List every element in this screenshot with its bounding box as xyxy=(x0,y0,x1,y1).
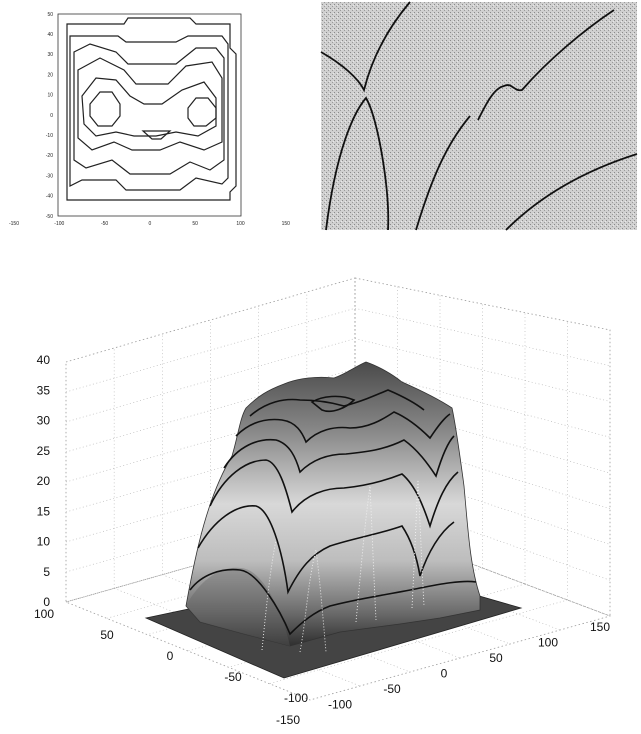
z-tick-label: 15 xyxy=(37,504,51,518)
contour-x-tick-label: 50 xyxy=(192,221,198,227)
back-right-wall xyxy=(354,277,611,617)
z-tick-label: 25 xyxy=(37,444,51,458)
surface-contour-2 xyxy=(197,505,455,595)
contour-x-tick-label: 0 xyxy=(149,221,152,227)
texture-contour-line-1 xyxy=(320,1,411,93)
surface-contour-3 xyxy=(209,459,459,529)
x-tick-label: -100 xyxy=(328,698,352,712)
z-tick-label: 20 xyxy=(37,474,51,488)
texture-background xyxy=(321,2,637,230)
contour-lines xyxy=(66,17,237,201)
contour-x-axis: -150 -100 -50 0 50 100 150 xyxy=(9,221,290,227)
contour-y-tick-label: 50 xyxy=(47,12,53,18)
contour-line-outer xyxy=(66,17,237,201)
ridge-line-2 xyxy=(355,485,377,623)
x-tick-label: -50 xyxy=(383,682,401,696)
contour-y-tick-label: -50 xyxy=(46,214,53,220)
texture-contour-line-3 xyxy=(415,115,471,231)
x-tick-label: 100 xyxy=(538,636,558,650)
contour-y-tick-label: 20 xyxy=(47,72,53,78)
grid-line-right-wall xyxy=(354,398,611,474)
back-left-wall xyxy=(65,277,356,603)
contour-y-tick-label: -30 xyxy=(46,173,53,179)
x-tick-label: -150 xyxy=(276,713,300,727)
grid-line-right-wall xyxy=(354,307,611,367)
contour-line-3 xyxy=(73,43,225,175)
surface-contour-5 xyxy=(235,411,451,444)
surface-body xyxy=(185,361,481,647)
contour-y-tick-label: -40 xyxy=(46,194,53,200)
ridge-line-4 xyxy=(261,539,277,651)
grid-line-floor-b xyxy=(269,599,568,684)
contour-line-inner-left xyxy=(89,91,121,127)
contour-line-inner-right xyxy=(187,97,217,127)
contour-x-tick-label: -50 xyxy=(101,221,108,227)
x-tick-label: 50 xyxy=(489,651,503,665)
y-axis: 100 50 0 -50 -100 xyxy=(34,607,308,705)
y-tick-label: 100 xyxy=(34,607,54,621)
texture-contour-line-5 xyxy=(505,153,638,231)
contour-y-tick-label: -10 xyxy=(46,133,53,139)
contour-x-tick-label: 100 xyxy=(236,221,245,227)
x-tick-label: 0 xyxy=(441,667,448,681)
z-tick-label: 0 xyxy=(43,595,50,609)
contour-x-tick-label: -100 xyxy=(54,221,64,227)
z-tick-label: 10 xyxy=(37,535,51,549)
surface-contour-4 xyxy=(223,435,455,478)
x-axis: -150 -100 -50 0 50 100 150 xyxy=(276,620,610,727)
contour-y-tick-label: 30 xyxy=(47,52,53,58)
contour-axes-box xyxy=(57,13,242,217)
z-tick-label: 35 xyxy=(37,383,51,397)
contour-x-tick-label: 150 xyxy=(282,221,291,227)
surface-dotted-ridges xyxy=(261,479,425,653)
x-tick-label: 150 xyxy=(590,620,610,634)
z-axis: 0 5 10 15 20 25 30 35 40 xyxy=(37,353,51,609)
contour-y-tick-label: 10 xyxy=(47,93,53,99)
z-tick-label: 5 xyxy=(43,565,50,579)
texture-contour-plot xyxy=(320,1,638,231)
contour-line-2 xyxy=(69,35,229,191)
y-tick-label: -100 xyxy=(284,691,308,705)
texture-contour-line-4 xyxy=(477,9,615,121)
contour-line-inner-center xyxy=(141,130,172,140)
surface-contour-6 xyxy=(249,389,425,417)
contour-y-tick-label: -20 xyxy=(46,153,53,159)
grid-line-floor-a xyxy=(258,547,511,645)
surface-contour-lines xyxy=(189,389,477,636)
surface-contour-1 xyxy=(189,568,477,636)
y-tick-label: 50 xyxy=(100,628,114,642)
surface-contour-peak xyxy=(310,395,356,413)
texture-contour-lines xyxy=(320,1,638,231)
contour-y-axis: 50 40 30 20 10 0 -10 -20 -30 -40 -50 xyxy=(46,12,53,220)
y-tick-label: -50 xyxy=(224,670,242,684)
contour-y-tick-label: 0 xyxy=(50,113,53,119)
contour-x-tick-label: -150 xyxy=(9,221,19,227)
z-tick-label: 40 xyxy=(37,353,51,367)
z-tick-label: 30 xyxy=(37,414,51,428)
y-tick-label: 0 xyxy=(167,649,174,663)
contour-line-4 xyxy=(77,57,223,151)
contour-y-tick-label: 40 xyxy=(47,32,53,38)
texture-contour-line-2 xyxy=(325,96,390,231)
